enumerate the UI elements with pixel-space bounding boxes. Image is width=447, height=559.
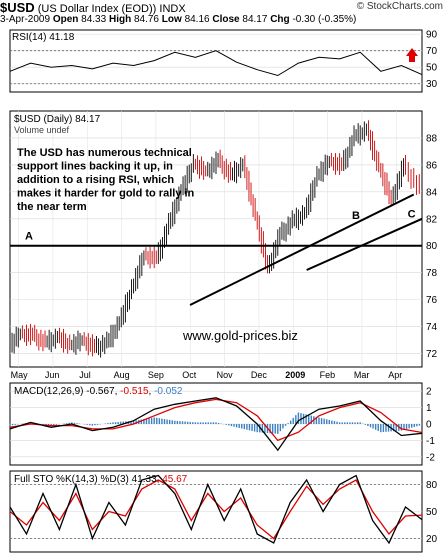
x-label-0: May — [11, 370, 29, 380]
line-label-c: C — [408, 208, 416, 220]
low-label: Low — [161, 14, 182, 25]
sto-tick-2: 20 — [426, 534, 438, 545]
price-tick-3: 82 — [426, 214, 438, 225]
chart-title-line: $USD (US Dollar Index (EOD)) INDX — [0, 0, 186, 15]
price-tick-5: 78 — [426, 268, 438, 279]
sto-k-line — [9, 474, 423, 545]
brand-label: © StockCharts.com — [356, 1, 443, 12]
price-tick-1: 86 — [426, 160, 438, 171]
x-label-8: 2009 — [285, 370, 305, 380]
macd-tick-3: -1 — [426, 436, 435, 447]
rsi-label: RSI(14) 41.18 — [12, 32, 75, 43]
x-label-3: Aug — [114, 370, 130, 380]
price-tick-2: 84 — [426, 187, 438, 198]
macd-line — [9, 397, 423, 452]
high-label: High — [108, 14, 132, 25]
rsi-tick-2: 50 — [426, 63, 438, 74]
close-label: Close — [212, 14, 240, 25]
price-label: $USD (Daily) 84.17 — [14, 114, 101, 125]
sto-tick-1: 50 — [426, 507, 438, 518]
x-label-1: Jun — [45, 370, 60, 380]
x-label-5: Oct — [182, 370, 197, 380]
chg-label: Chg — [270, 14, 290, 25]
index-name: (US Dollar Index (EOD)) — [37, 3, 157, 15]
macd-tick-1: 1 — [426, 403, 432, 414]
open-label: Open — [52, 14, 79, 25]
x-label-4: Sep — [148, 370, 164, 380]
close-value: 84.17 — [242, 14, 268, 25]
chg-value: -0.30 (-0.35%) — [292, 14, 357, 25]
rsi-tick-3: 30 — [426, 79, 438, 90]
line-label-a: A — [25, 231, 33, 243]
up-arrow-icon — [406, 48, 418, 62]
x-label-7: Dec — [251, 370, 268, 380]
quote-date: 3-Apr-2009 — [0, 14, 51, 25]
rsi-tick-0: 90 — [426, 30, 438, 41]
price-tick-7: 74 — [426, 322, 438, 333]
price-tick-0: 88 — [426, 133, 438, 144]
rsi-line — [9, 50, 423, 77]
x-label-10: Mar — [354, 370, 370, 380]
sto-tick-0: 80 — [426, 480, 438, 491]
price-tick-4: 80 — [426, 241, 438, 252]
macd-tick-0: 2 — [426, 387, 432, 398]
price-tick-6: 76 — [426, 295, 438, 306]
open-value: 84.33 — [81, 14, 107, 25]
x-label-9: Feb — [320, 370, 336, 380]
line-label-b: B — [352, 210, 360, 222]
volume-label: Volume undef — [14, 125, 70, 135]
x-label-11: Apr — [388, 370, 402, 380]
sto-label: Full STO %K(14,3) %D(3) 41.33, 45.67 — [14, 474, 188, 485]
annotation-text: The USD has numerous technical support li… — [17, 147, 195, 213]
low-value: 84.16 — [184, 14, 210, 25]
price-tick-8: 72 — [426, 349, 438, 360]
watermark-text: www.gold-prices.biz — [182, 328, 298, 343]
support-line-b — [189, 193, 415, 306]
rsi-panel — [9, 29, 423, 93]
x-label-6: Nov — [217, 370, 234, 380]
macd-label: MACD(12,26,9) -0.567, -0.515, -0.052 — [14, 386, 183, 397]
high-value: 84.76 — [133, 14, 159, 25]
exchange: INDX — [159, 3, 186, 15]
x-label-2: Jul — [79, 370, 91, 380]
macd-tick-2: 0 — [426, 420, 432, 431]
macd-tick-4: -2 — [426, 452, 435, 463]
symbol: $USD — [0, 0, 35, 15]
quote-line: 3-Apr-2009 Open 84.33 High 84.76 Low 84.… — [0, 14, 356, 25]
support-line-c — [306, 217, 423, 271]
rsi-tick-1: 70 — [426, 46, 438, 57]
